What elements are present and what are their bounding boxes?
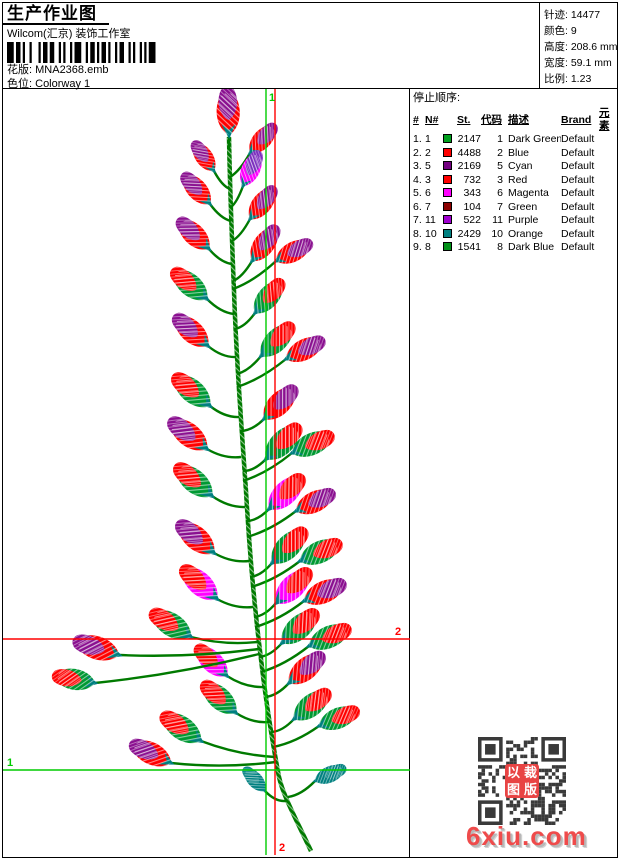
colorway-label: 色位: [7, 78, 33, 90]
table-row: 2. 2 4488 2 Blue Default [413, 146, 595, 159]
right-panel: 停止顺序: # N# St. 代码 描述 Brand 元素 [410, 89, 617, 857]
stat-row: 高度: 208.6 mm [544, 41, 618, 53]
table-row: 3. 5 2169 5 Cyan Default [413, 160, 595, 172]
thread-color-swatch [443, 174, 452, 184]
col-needle: N# [425, 113, 439, 126]
stop-sequence-title: 停止顺序: [413, 92, 461, 104]
col-code: 代码 [481, 113, 502, 126]
studio-name: Wilcom(汇京) 装饰工作室 [7, 28, 131, 40]
svg-text:2: 2 [279, 842, 285, 854]
thread-color-swatch [443, 201, 452, 211]
col-hash: # [413, 113, 419, 126]
col-stitches: St. [457, 113, 471, 126]
thread-color-swatch [443, 242, 452, 251]
thread-color-swatch [443, 188, 452, 197]
header-left: 生产作业图 Wilcom(汇京) 装饰工作室 花版: MNA2368.emb 色… [3, 3, 539, 91]
table-header-row: # N# St. 代码 描述 Brand 元素 [413, 107, 616, 133]
table-row: 9. 8 1541 8 Dark Blue Default [413, 241, 595, 253]
qr-code-image [478, 737, 566, 825]
col-element: 元素 [599, 107, 610, 132]
color-sequence-table: # N# St. 代码 描述 Brand 元素 1. 1 [413, 107, 616, 255]
qr-code: 以裁图版 [478, 737, 566, 825]
pattern-line: 花版: MNA2368.emb [7, 63, 539, 77]
stat-row: 针迹: 14477 [544, 9, 601, 21]
colorway-line: 色位: Colorway 1 [7, 77, 539, 91]
col-description: 描述 [508, 113, 529, 126]
thread-color-swatch [443, 161, 452, 170]
svg-text:1: 1 [269, 92, 275, 104]
col-brand: Brand [561, 113, 592, 126]
watermark-text: 6xiu.com [466, 821, 587, 851]
svg-text:2: 2 [395, 626, 401, 638]
table-row: 4. 3 732 3 Red Default [413, 173, 595, 186]
stat-row: 比例: 1.23 [544, 73, 592, 85]
thread-color-swatch [443, 228, 452, 238]
table-row: 1. 1 2147 1 Dark Green Default [413, 133, 595, 145]
pattern-value: MNA2368.emb [35, 64, 109, 76]
colorway-value: Colorway 1 [35, 78, 91, 90]
svg-text:1: 1 [7, 757, 13, 769]
barcode [7, 42, 156, 63]
title-rule [3, 23, 109, 25]
thread-color-swatch [443, 147, 452, 157]
stat-row: 宽度: 59.1 mm [544, 57, 612, 69]
embroidery-design: 1 2 2 1 [3, 89, 410, 855]
col-swatch [443, 107, 457, 133]
pattern-label: 花版: [7, 64, 33, 76]
table-row: 6. 7 104 7 Green Default [413, 200, 595, 213]
header: 生产作业图 Wilcom(汇京) 装饰工作室 花版: MNA2368.emb 色… [3, 3, 618, 91]
thread-color-swatch [443, 215, 452, 224]
table-row: 8. 10 2429 10 Orange Default [413, 227, 595, 240]
watermark-stamp: 以裁图版 [505, 764, 539, 798]
table-row: 5. 6 343 6 Magenta Default [413, 187, 595, 199]
page-title: 生产作业图 [7, 4, 97, 23]
stat-row: 颜色: 9 [544, 25, 577, 37]
design-stats: 针迹: 14477 颜色: 9 高度: 208.6 mm 宽度: 59.1 mm 比例:… [539, 3, 618, 88]
thread-color-swatch [443, 134, 452, 143]
table-row: 7. 11 522 11 Purple Default [413, 214, 595, 226]
main: 1 2 2 1 停止顺序: # N# St. 代码 描述 Brand 元素 [3, 89, 617, 857]
design-preview: 1 2 2 1 [3, 89, 410, 857]
